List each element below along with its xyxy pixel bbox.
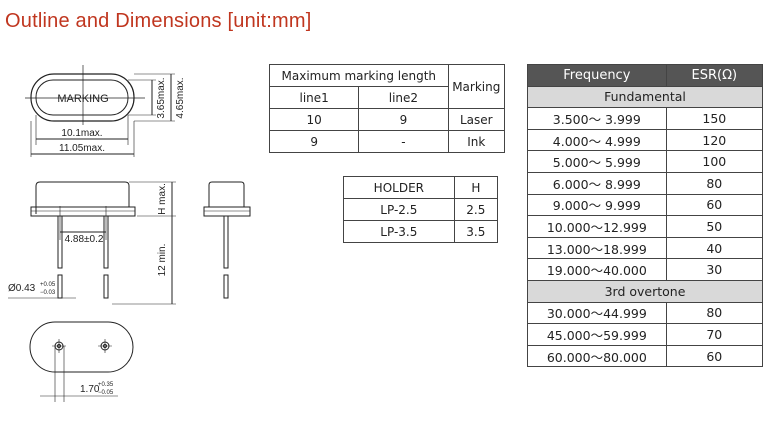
cell: 50	[665, 215, 764, 238]
bottom-view: 1.70 +0.35 −0.05	[29, 321, 134, 402]
table-row: 3.500〜 3.999 150	[527, 107, 764, 130]
side-view: 4.88±0.2 H max. 12 min. Ø0.43 +0.05 −0.0…	[8, 181, 176, 305]
dim-365: 3.65max.	[156, 77, 167, 118]
header-line2: line2	[358, 86, 449, 109]
cell: 60	[665, 344, 764, 368]
dim-465: 4.65max.	[175, 77, 186, 118]
table-row: 5.000〜 5.999 100	[527, 150, 764, 173]
page-title: Outline and Dimensions [unit:mm]	[5, 10, 312, 32]
cell: 30.000〜44.999	[527, 301, 667, 325]
table-row: 9- Ink	[268, 130, 506, 153]
cell: 70	[665, 323, 764, 346]
header-row: Frequency ESR(Ω)	[527, 64, 764, 87]
table-row: 19.000〜40.000 30	[527, 258, 764, 281]
cell: -	[358, 130, 449, 153]
header-marking: Marking	[447, 64, 506, 109]
header-line1: line1	[268, 86, 360, 109]
table-row: LP-2.5 2.5	[343, 198, 499, 221]
cell: 10.000〜12.999	[527, 215, 667, 238]
table-row: 10.000〜12.999 50	[527, 215, 764, 238]
cell: Ink	[447, 130, 506, 153]
cell: 80	[665, 301, 764, 325]
cell: 3rd overtone	[527, 279, 763, 303]
cell: LP-2.5	[343, 198, 455, 221]
cell: 3.500〜 3.999	[527, 107, 667, 130]
cell: Frequency	[527, 64, 667, 87]
cell: LP-3.5	[343, 220, 455, 243]
dia-tol-plus: +0.05	[40, 282, 56, 288]
tol170-plus: +0.35	[98, 382, 114, 388]
cell: 19.000〜40.000	[527, 258, 667, 281]
cell: 6.000〜 8.999	[527, 171, 667, 195]
cell: 40	[665, 236, 764, 260]
cell: 60	[665, 193, 764, 217]
holder-table: HOLDER H LP-2.5 2.5 LP-3.5 3.5	[343, 176, 499, 243]
tol170-minus: −0.05	[98, 390, 114, 396]
dim-1105: 11.05max.	[59, 143, 105, 154]
cell: 9.000〜 9.999	[527, 193, 667, 217]
cell: ESR(Ω)	[665, 64, 764, 87]
cell: Laser	[447, 108, 506, 131]
table-row: 4.000〜 4.999 120	[527, 128, 764, 152]
marking-table: Maximum marking length Marking line1 line2…	[268, 64, 506, 153]
table-row: 60.000〜80.000 60	[527, 344, 764, 368]
table-row: 45.000〜59.999 70	[527, 323, 764, 346]
cell: 2.5	[453, 198, 499, 221]
cell: 80	[665, 171, 764, 195]
cell: 45.000〜59.999	[527, 323, 667, 346]
cell: 100	[665, 150, 764, 173]
header-holder: HOLDER	[343, 176, 455, 199]
dim-lead: 12 min.	[157, 244, 168, 277]
cell: 13.000〜18.999	[527, 236, 667, 260]
end-view	[203, 181, 251, 299]
dim-170: 1.70	[80, 384, 100, 395]
table-row: LP-3.5 3.5	[343, 220, 499, 243]
cell: 30	[665, 258, 764, 281]
section-row: 3rd overtone	[527, 279, 763, 303]
marking-label: MARKING	[57, 93, 108, 105]
header-max-marking: Maximum marking length	[269, 64, 449, 87]
dim-h: H max.	[157, 183, 168, 215]
section-row: Fundamental	[527, 85, 763, 109]
table-row: 6.000〜 8.999 80	[527, 171, 764, 195]
dim-pitch: 4.88±0.2	[65, 234, 104, 245]
cell: 9	[268, 130, 360, 153]
esr-table: Frequency ESR(Ω) Fundamental 3.500〜 3.999 15…	[527, 64, 764, 368]
cell: 5.000〜 5.999	[527, 150, 667, 173]
table-row: 13.000〜18.999 40	[527, 236, 764, 260]
cell: 9	[358, 108, 449, 131]
cell: 3.5	[453, 220, 499, 243]
table-row: 10 9 Laser	[268, 108, 506, 131]
cell: Fundamental	[527, 85, 763, 109]
table-row: 30.000〜44.999 80	[527, 301, 764, 325]
top-view: MARKING 3.65max. 4.65max. 10.1max. 11.05…	[25, 65, 186, 157]
dia-tol-minus: −0.03	[40, 290, 56, 296]
header-h: H	[453, 176, 499, 199]
dim-dia: Ø0.43	[8, 283, 36, 294]
table-row: 9.000〜 9.999 60	[527, 193, 764, 217]
cell: 4.000〜 4.999	[527, 128, 667, 152]
cell: 120	[665, 128, 764, 152]
dim-101: 10.1max.	[61, 128, 102, 139]
cell: 60.000〜80.000	[527, 344, 667, 368]
cell: 10	[268, 108, 360, 131]
cell: 150	[665, 107, 764, 130]
